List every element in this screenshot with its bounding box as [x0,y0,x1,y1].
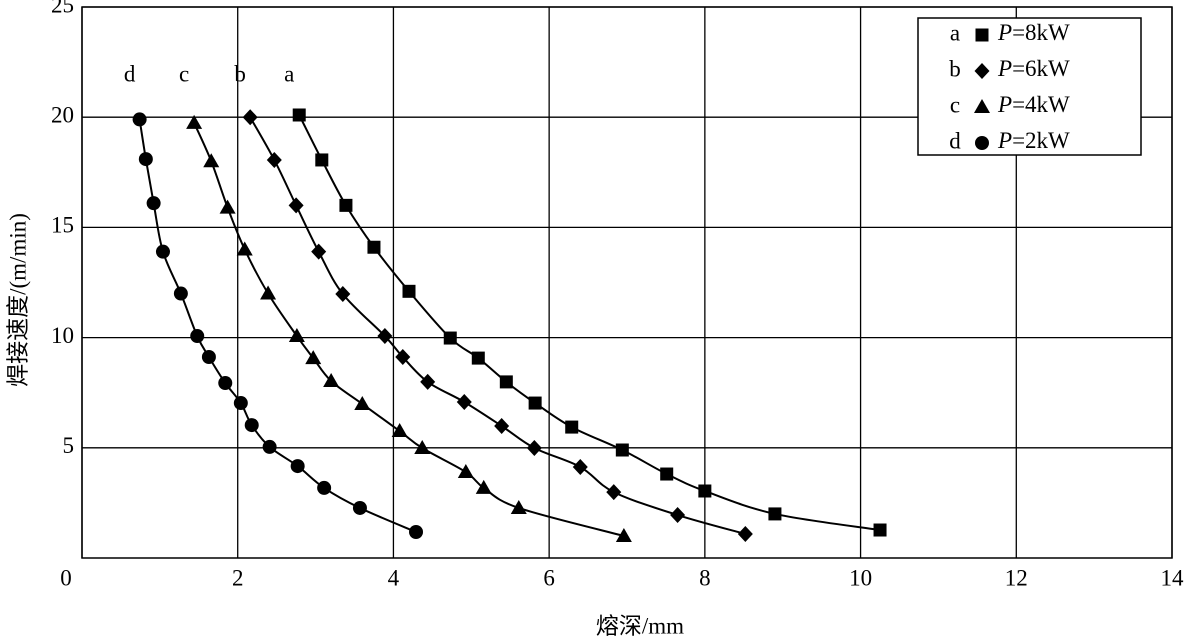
legend-label: P=2kW [997,128,1070,153]
marker [311,243,327,260]
marker [975,28,989,42]
marker [526,440,542,457]
marker [510,499,527,514]
marker [456,393,472,410]
marker [219,199,236,214]
marker [190,329,205,344]
marker [471,351,485,365]
marker [565,420,579,434]
marker [155,244,170,259]
marker [262,439,277,454]
curve-label: c [179,61,189,86]
marker [615,527,632,542]
marker [873,523,887,537]
marker [201,349,216,364]
marker [391,423,408,438]
x-tick-label: 8 [699,565,711,590]
marker [768,507,782,521]
x-tick-label: 10 [849,565,872,590]
x-tick-label: 0 [60,565,72,590]
y-tick-label: 5 [63,433,75,458]
marker [290,459,305,474]
marker [402,284,416,298]
x-axis-label: 熔深/mm [596,613,684,638]
marker [335,285,351,302]
y-tick-label: 10 [51,323,74,348]
marker [475,479,492,494]
marker [377,328,393,345]
y-tick-label: 20 [51,102,74,127]
curve-label: b [234,61,246,86]
marker [352,500,367,515]
marker [186,114,203,129]
fit-curve [298,114,881,531]
legend-box [917,17,1142,156]
marker [420,373,436,390]
marker [409,524,424,539]
fit-curve [193,122,625,537]
legend-label: P=6kW [997,56,1070,81]
marker [615,443,629,457]
marker [443,331,457,345]
marker [974,63,990,79]
marker [317,480,332,495]
marker [315,153,329,167]
marker [339,198,353,212]
marker [606,484,622,501]
marker [173,286,188,301]
x-tick-label: 6 [543,565,555,590]
marker [260,285,277,300]
legend-letter: b [949,56,961,81]
marker [218,376,233,391]
marker [323,373,340,388]
marker [528,396,542,410]
marker [292,108,306,122]
legend-label: P=4kW [997,92,1070,117]
marker [457,464,474,479]
marker [266,151,282,168]
marker [354,395,371,410]
x-tick-label: 14 [1161,565,1184,590]
marker [975,136,989,150]
legend-letter: c [950,92,960,117]
marker [242,109,258,126]
curve-label: d [124,61,136,86]
marker [670,507,686,524]
marker [305,350,322,365]
marker [367,240,381,254]
legend-letter: a [950,20,960,45]
marker [236,241,253,256]
x-tick-label: 4 [388,565,400,590]
y-tick-label: 15 [51,213,74,238]
marker [146,196,161,211]
legend-label: P=8kW [997,20,1070,45]
marker [737,525,753,542]
marker [572,458,588,475]
y-tick-label: 25 [51,0,74,17]
x-tick-label: 2 [232,565,244,590]
marker [203,153,220,168]
marker [499,375,513,389]
marker [494,417,510,434]
y-axis-label: 焊接速度/(m/min) [5,213,30,387]
marker [244,418,259,433]
marker [132,112,147,127]
marker [288,197,304,214]
marker [288,328,305,343]
marker [138,152,153,167]
marker [660,467,674,481]
legend-letter: d [949,128,961,153]
marker [233,396,248,411]
marker [698,484,712,498]
curve-label: a [284,61,294,86]
marker [974,99,990,113]
x-tick-label: 12 [1005,565,1028,590]
marker [395,348,411,365]
marker [414,440,431,455]
